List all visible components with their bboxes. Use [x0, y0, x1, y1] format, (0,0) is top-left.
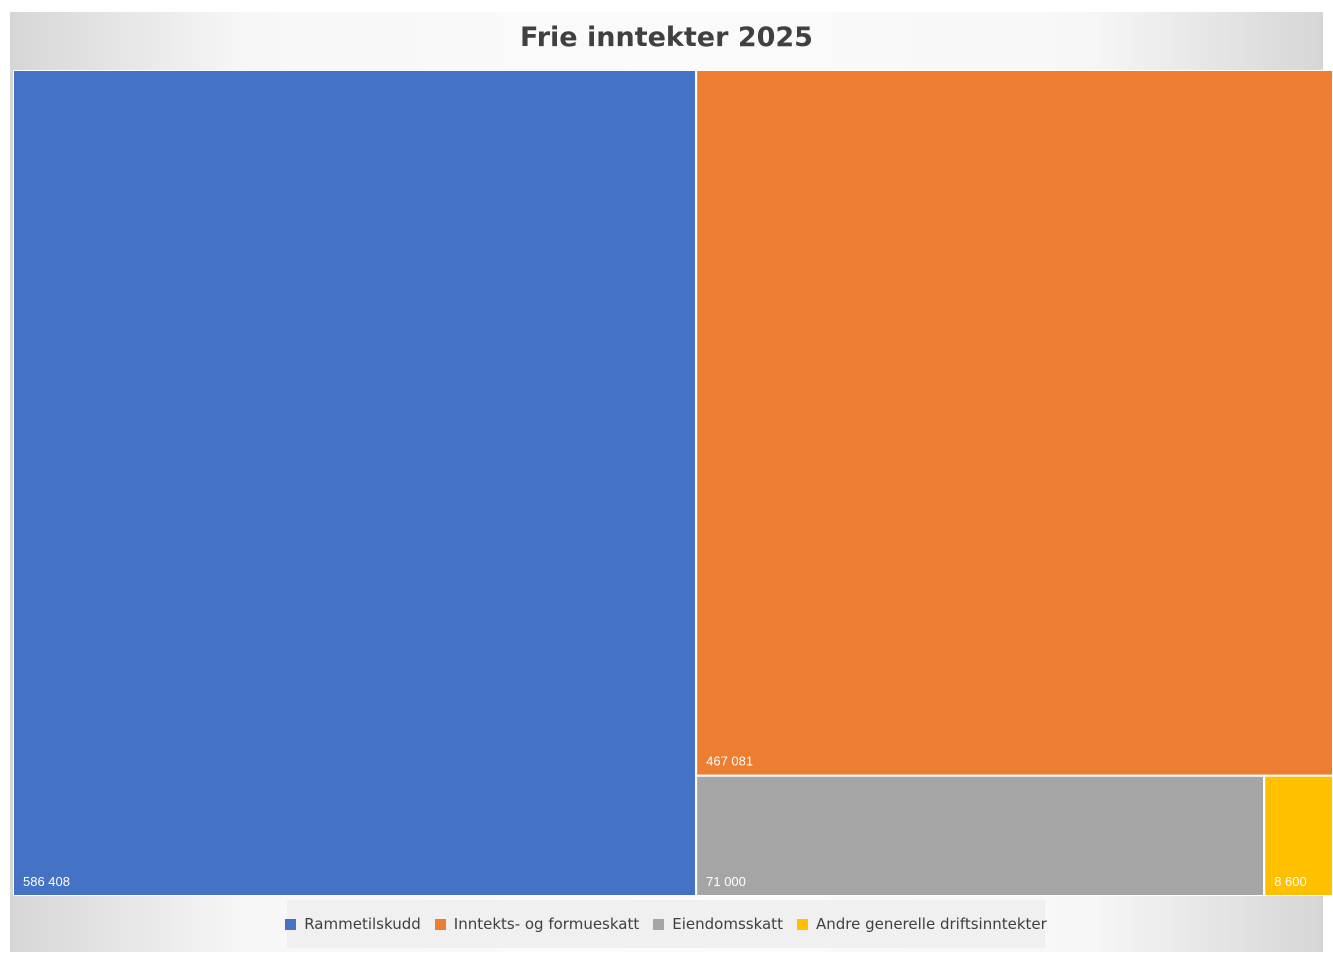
treemap-tile-inntekts-og-formueskatt — [695, 70, 1333, 777]
data-label-inntekts-og-formueskatt: 467 081 — [706, 754, 753, 769]
data-label-andre-generelle-driftsinntekter: 8 600 — [1274, 874, 1307, 889]
legend-swatch — [434, 918, 446, 930]
treemap-tile-andre-generelle-driftsinntekter — [1263, 774, 1333, 896]
legend-item-eiendomsskatt: Eiendomsskatt — [653, 915, 783, 933]
chart-title: Frie inntekter 2025 — [520, 22, 813, 53]
treemap-tile-eiendomsskatt — [695, 774, 1266, 896]
data-label-eiendomsskatt: 71 000 — [706, 874, 746, 889]
treemap-tile-rammetilskudd — [13, 70, 698, 896]
legend: Rammetilskudd Inntekts- og formueskatt E… — [285, 900, 1047, 948]
legend-item-andre-generelle-driftsinntekter: Andre generelle driftsinntekter — [796, 915, 1047, 933]
treemap-plot: 586 408 467 081 71 000 8 600 — [13, 70, 1333, 896]
chart-area: Frie inntekter 2025 586 408 467 081 71 000… — [10, 12, 1333, 952]
legend-label: Inntekts- og formueskatt — [453, 915, 640, 933]
legend-label: Andre generelle driftsinntekter — [815, 915, 1047, 933]
legend-label: Eiendomsskatt — [672, 915, 783, 933]
legend-item-rammetilskudd: Rammetilskudd — [285, 915, 421, 933]
legend-swatch — [653, 918, 665, 930]
legend-label: Rammetilskudd — [304, 915, 421, 933]
legend-swatch — [796, 918, 808, 930]
legend-item-inntekts-og-formueskatt: Inntekts- og formueskatt — [434, 915, 640, 933]
data-label-rammetilskudd: 586 408 — [23, 874, 70, 889]
legend-swatch — [285, 918, 297, 930]
